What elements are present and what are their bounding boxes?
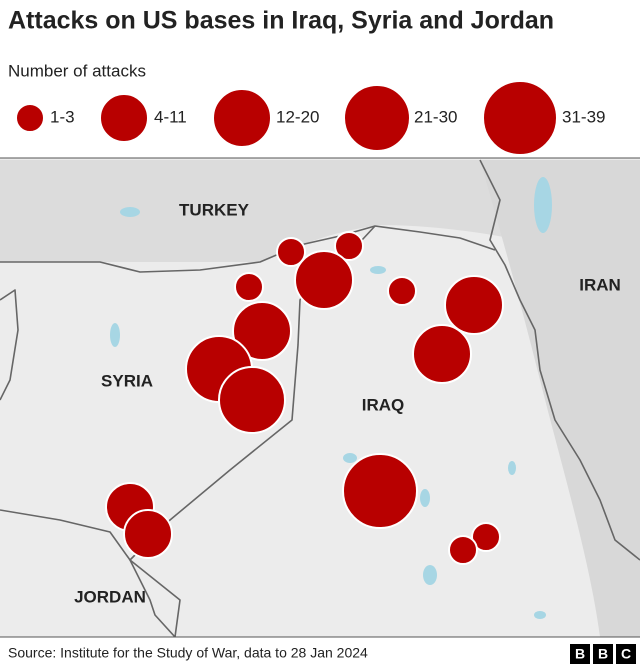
source: Source: Institute for the Study of War, … <box>8 645 368 661</box>
lake <box>423 565 437 585</box>
base-bubble <box>218 366 286 434</box>
lake <box>343 453 357 463</box>
base-bubble <box>412 324 472 384</box>
legend-label: 31-39 <box>562 107 605 126</box>
base-bubble <box>387 276 417 306</box>
lake <box>534 177 552 233</box>
lake <box>370 266 386 274</box>
base-bubble <box>334 231 364 261</box>
lake <box>508 461 516 475</box>
base-bubble <box>294 250 354 310</box>
legend-bubble <box>99 93 149 143</box>
legend-label: 4-11 <box>154 107 187 126</box>
legend-bubble <box>212 88 272 148</box>
country-label: IRAN <box>579 275 621 294</box>
base-bubble <box>444 275 504 335</box>
logo-letter: B <box>598 646 608 662</box>
legend-bubble <box>343 84 411 152</box>
terrain-turkey <box>0 160 640 280</box>
border-iran <box>479 159 640 561</box>
logo-letter: B <box>575 646 585 662</box>
lake <box>120 207 140 217</box>
legend: 1-3 4-11 12-20 21-30 31-39 <box>15 80 605 156</box>
country-label: IRAQ <box>362 395 405 414</box>
base-bubble <box>123 509 173 559</box>
country-label: JORDAN <box>74 587 146 606</box>
base-bubble <box>232 301 292 361</box>
legend-bubble <box>15 103 45 133</box>
logo-letter: C <box>621 646 631 662</box>
border-jordan <box>0 509 176 638</box>
base-bubble <box>276 237 306 267</box>
map <box>0 157 640 638</box>
base-bubble <box>234 272 264 302</box>
lake <box>420 489 430 507</box>
country-label: TURKEY <box>179 200 250 219</box>
legend-label: 21-30 <box>414 107 457 126</box>
logo-box <box>593 644 613 664</box>
legend-label: 1-3 <box>50 107 75 126</box>
logo-box <box>570 644 590 664</box>
legend-bubble <box>482 80 558 156</box>
base-bubble <box>471 522 501 552</box>
country-labels: TURKEY SYRIA IRAQ IRAN JORDAN <box>74 200 621 606</box>
terrain-iran <box>480 160 640 637</box>
title: Attacks on US bases in Iraq, Syria and J… <box>8 7 554 35</box>
lake <box>534 611 546 619</box>
lake <box>110 323 120 347</box>
base-bubble <box>448 535 478 565</box>
legend-title: Number of attacks <box>8 61 146 80</box>
border-lebanon <box>0 289 19 401</box>
country-label: SYRIA <box>101 371 153 390</box>
legend-label: 12-20 <box>276 107 319 126</box>
bubbles <box>105 231 504 565</box>
base-bubble <box>342 453 418 529</box>
logo-box <box>616 644 636 664</box>
